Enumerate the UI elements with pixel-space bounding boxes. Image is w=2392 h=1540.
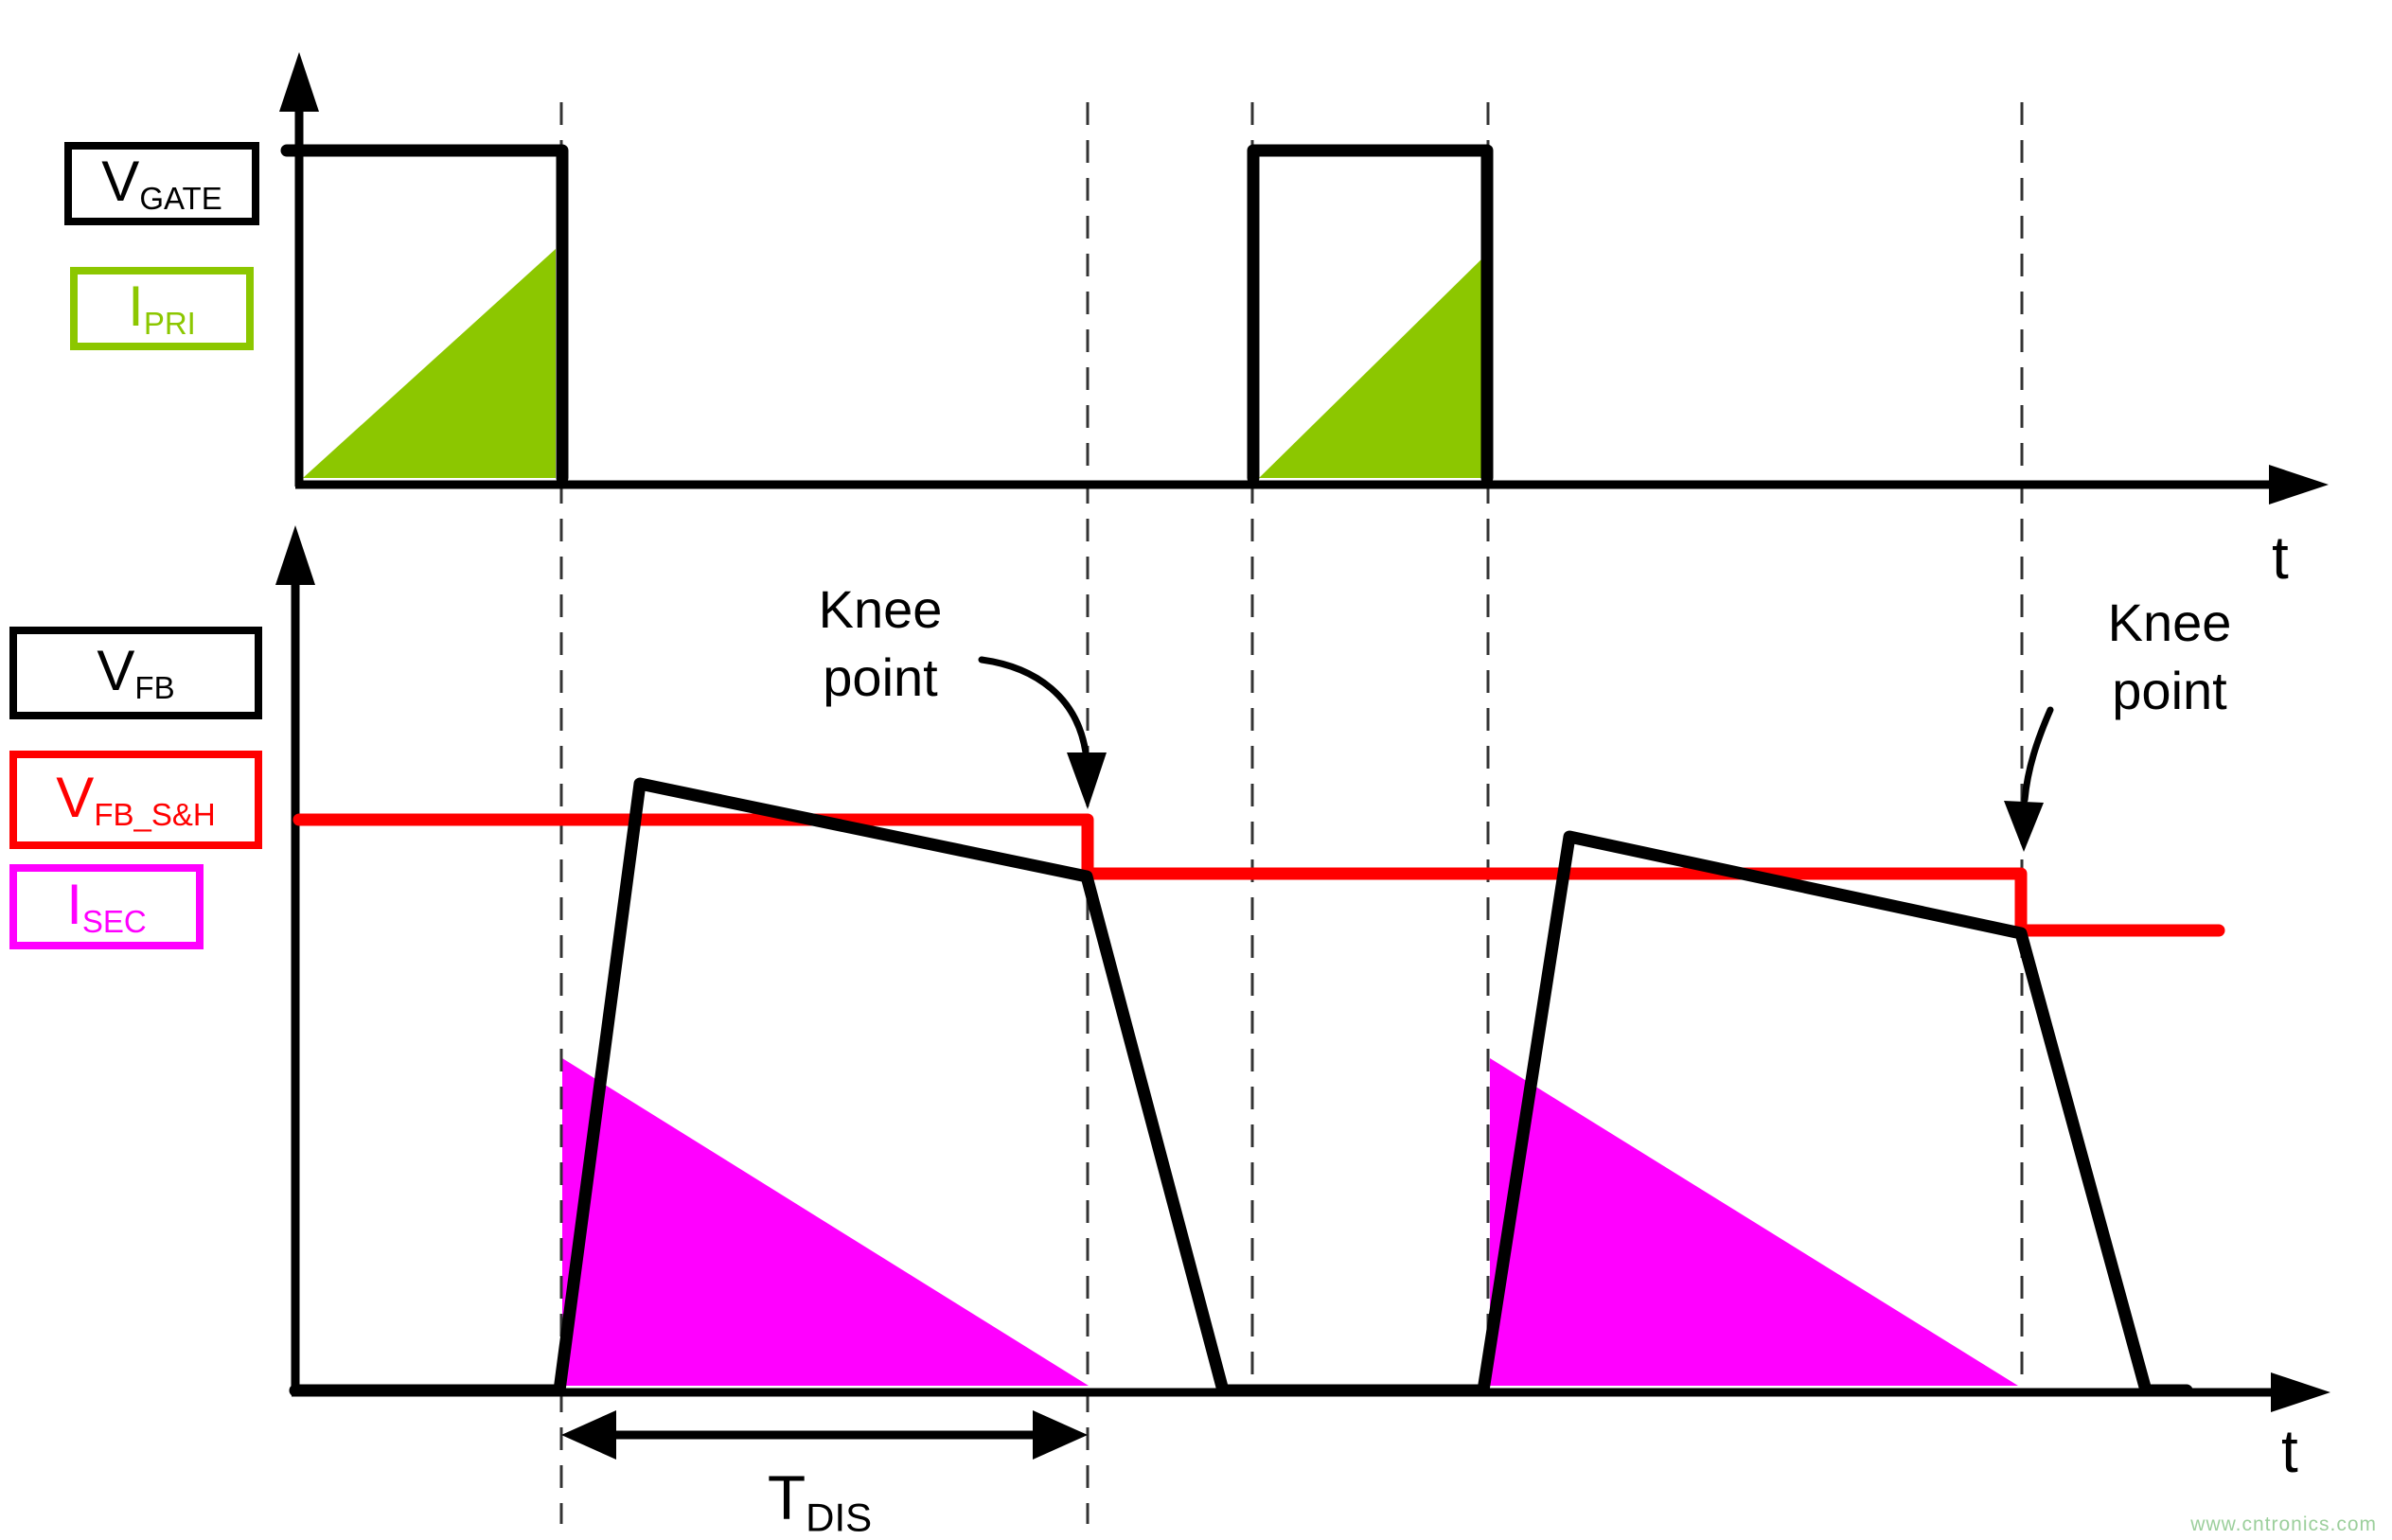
gate-y-axis-arrowhead	[279, 52, 319, 112]
tdis-label: TDIS	[767, 1462, 873, 1540]
legend-vgate: VGATE	[64, 142, 259, 225]
isec-triangle-1	[562, 1058, 1089, 1386]
vgate-pulse-1	[280, 144, 569, 485]
knee-point-label-2: Knee point	[2107, 593, 2232, 720]
isec-triangle-2	[1490, 1058, 2018, 1386]
legend-ipri: IPRI	[70, 267, 254, 350]
knee-arrow-2-head	[2004, 801, 2044, 852]
legend-vfb: VFB	[9, 627, 262, 719]
tdis-arrow-left-head	[561, 1410, 616, 1460]
knee-point-label-1: Knee point	[818, 579, 943, 707]
vfb-trace	[289, 777, 2193, 1397]
gate-x-axis-arrowhead	[2269, 465, 2329, 504]
legend-isec: ISEC	[9, 864, 204, 949]
legend-vfbsh: VFB_S&H	[9, 751, 262, 849]
ipri-triangle-1	[303, 249, 556, 478]
t-axis-label-top: t	[2272, 523, 2289, 592]
fb-y-axis-arrowhead	[275, 525, 315, 585]
ipri-triangle-2	[1259, 257, 1483, 478]
knee-arrow-1-head	[1067, 752, 1107, 809]
legend-vfb-label: VFB	[97, 638, 175, 706]
legend-isec-label: ISEC	[66, 872, 147, 940]
tdis-arrow-right-head	[1033, 1410, 1088, 1460]
knee-arrow-2	[2021, 706, 2054, 804]
vfb-sh-trace	[292, 813, 2225, 937]
t-axis-label-bottom: t	[2281, 1417, 2298, 1485]
watermark: www.cntronics.com	[2190, 1513, 2377, 1535]
fb-x-axis-arrowhead	[2271, 1372, 2330, 1412]
legend-ipri-label: IPRI	[128, 274, 196, 342]
legend-vgate-label: VGATE	[101, 149, 222, 217]
legend-vfbsh-label: VFB_S&H	[56, 765, 216, 833]
vgate-pulse-2	[1247, 144, 1494, 485]
knee-arrow-1	[978, 656, 1090, 756]
